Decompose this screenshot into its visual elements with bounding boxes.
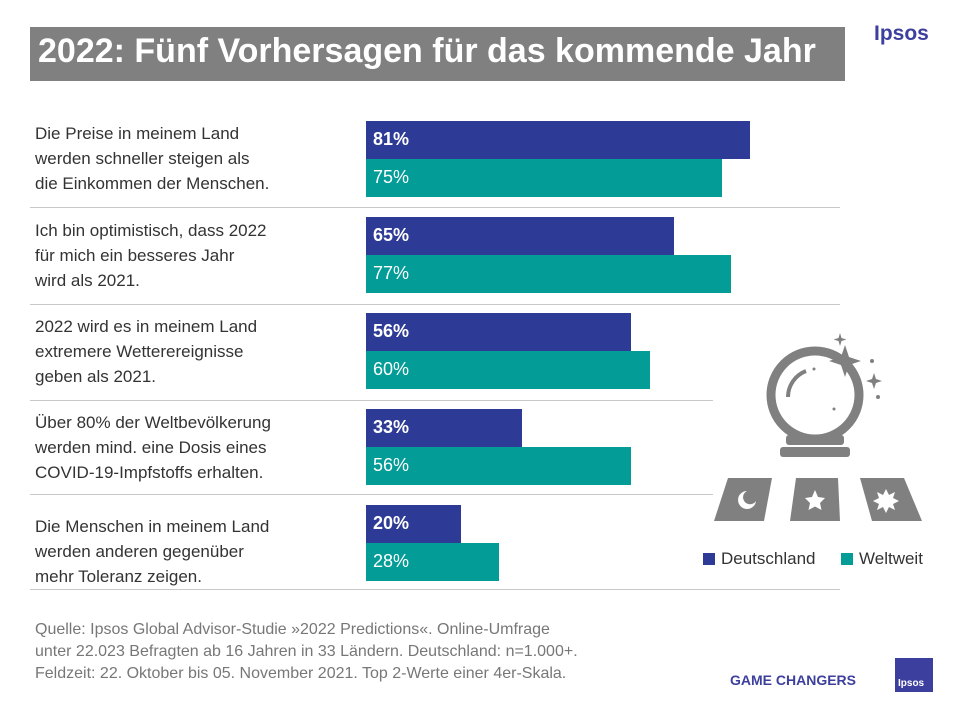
bar-weltweit-0: 75% (366, 159, 722, 197)
bar-value-label: 56% (373, 321, 410, 341)
row-divider (30, 207, 840, 208)
legend-label-deutschland: Deutschland (721, 549, 816, 568)
bar-deutschland-1: 65% (366, 217, 674, 255)
ipsos-logo-text: Ipsos (898, 678, 925, 689)
bar-value-label: 81% (373, 129, 410, 149)
title-box: 2022: Fünf Vorhersagen für das kommende … (30, 27, 845, 81)
row-divider (30, 589, 840, 590)
category-label: Die Preise in meinem Land werden schnell… (35, 124, 270, 193)
bar-weltweit-2: 60% (366, 351, 650, 389)
row-divider (30, 400, 713, 401)
bar-value-label: 56% (373, 455, 410, 475)
legend-weltweit: Weltweit (841, 549, 923, 569)
ipsos-logo: Ipsos (895, 658, 933, 692)
legend-swatch-deutschland (703, 553, 715, 565)
bar-value-label: 77% (373, 263, 410, 283)
legend-label-weltweit: Weltweit (859, 549, 923, 568)
bar-weltweit-3: 56% (366, 447, 631, 485)
bar-value-label: 33% (373, 417, 410, 437)
legend-swatch-weltweit (841, 553, 853, 565)
bar-deutschland-0: 81% (366, 121, 750, 159)
source-note: Quelle: Ipsos Global Advisor-Studie »202… (35, 621, 578, 682)
game-changers-tagline: GAME CHANGERS (730, 672, 857, 688)
bar-deutschland-4: 20% (366, 505, 461, 543)
row-divider (30, 304, 840, 305)
bar-deutschland-2: 56% (366, 313, 631, 351)
bar-value-label: 65% (373, 225, 410, 245)
bar-weltweit-1: 77% (366, 255, 731, 293)
category-label: Ich bin optimistisch, dass 2022 für mich… (35, 221, 267, 290)
category-label: Die Menschen in meinem Land werden ander… (35, 517, 270, 586)
crystal-ball-icon (714, 333, 922, 521)
category-label: 2022 wird es in meinem Land extremere We… (35, 317, 258, 386)
page-title: 2022: Fünf Vorhersagen für das kommende … (38, 32, 816, 70)
bar-value-label: 28% (373, 551, 410, 571)
bar-weltweit-4: 28% (366, 543, 499, 581)
bar-value-label: 60% (373, 359, 410, 379)
brand-logo-text: Ipsos (874, 22, 929, 45)
bar-value-label: 20% (373, 513, 410, 533)
bar-deutschland-3: 33% (366, 409, 522, 447)
row-divider (30, 494, 713, 495)
bar-value-label: 75% (373, 167, 410, 187)
legend-deutschland: Deutschland (703, 549, 816, 569)
category-label: Über 80% der Weltbevölkerung werden mind… (35, 413, 271, 482)
